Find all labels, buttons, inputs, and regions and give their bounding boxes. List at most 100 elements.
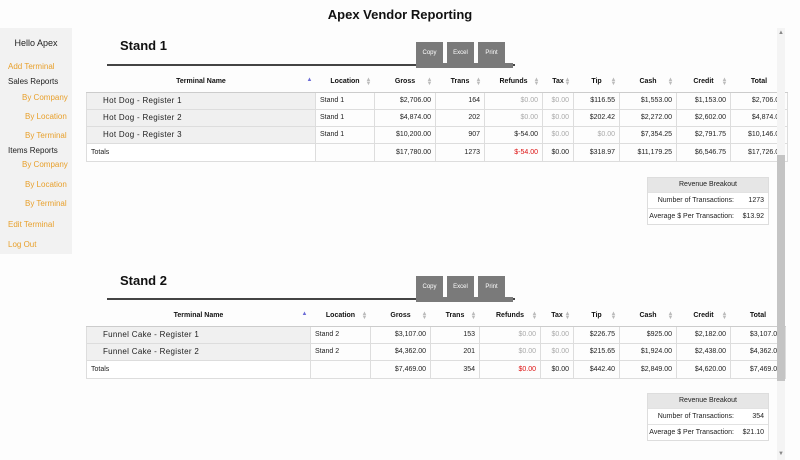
sort-icon[interactable]: ▲▼ xyxy=(531,311,538,321)
column-header-terminal-name[interactable]: Terminal Name ▲ xyxy=(86,306,311,327)
header-row: Terminal Name ▲ Location ▲ ▼ Gross ▲ ▼ Trans ▲… xyxy=(86,72,788,93)
greeting: Hello Apex xyxy=(14,38,58,48)
sidebar-item-sales-by-terminal[interactable]: By Terminal xyxy=(25,131,67,140)
report-table: Terminal Name ▲ Location ▲ ▼ Gross ▲ ▼ Trans ▲… xyxy=(86,306,786,379)
copy-button[interactable]: Copy xyxy=(416,42,443,64)
table-row[interactable]: Hot Dog - Register 2 Stand 1 $4,874.00 2… xyxy=(86,108,788,127)
sort-icon[interactable]: ▲▼ xyxy=(721,311,728,321)
sidebar-item-sales-by-location[interactable]: By Location xyxy=(25,112,67,121)
revenue-breakout: Revenue Breakout Number of Transactions:… xyxy=(647,177,769,225)
column-header-trans[interactable]: Trans ▲ ▼ xyxy=(435,72,485,93)
sort-ascending-icon[interactable]: ▲ xyxy=(306,77,313,83)
gross-cell: $4,362.00 xyxy=(370,342,431,361)
column-header-tip[interactable]: Tip ▲ ▼ xyxy=(573,306,620,327)
column-header-credit[interactable]: Credit ▲ ▼ xyxy=(676,72,731,93)
sort-icon[interactable]: ▲▼ xyxy=(564,311,571,321)
sort-ascending-icon[interactable]: ▲ xyxy=(301,311,308,317)
scrollbar-thumb[interactable] xyxy=(777,155,785,381)
sort-icon[interactable]: ▲▼ xyxy=(365,77,372,87)
sort-icon[interactable]: ▲▼ xyxy=(470,311,477,321)
sort-icon[interactable]: ▲▼ xyxy=(361,311,368,321)
sidebar-item-items-by-company[interactable]: By Company xyxy=(22,160,68,169)
sort-icon[interactable]: ▲▼ xyxy=(667,311,674,321)
trans-total: 1273 xyxy=(435,142,485,162)
trans-cell: 153 xyxy=(430,325,480,344)
location-cell xyxy=(310,359,371,379)
breakout-title: Revenue Breakout xyxy=(648,394,768,408)
terminal-name-cell: Funnel Cake - Register 2 xyxy=(86,342,311,361)
excel-button[interactable]: Excel xyxy=(447,276,474,298)
breakout-transactions-value: 1273 xyxy=(748,197,764,204)
breakout-average-label: Average $ Per Transaction: xyxy=(649,429,734,436)
column-header-cash[interactable]: Cash ▲ ▼ xyxy=(619,306,677,327)
cash-cell: $925.00 xyxy=(619,325,677,344)
location-cell: Stand 2 xyxy=(310,325,371,344)
tax-cell: $0.00 xyxy=(542,125,574,144)
credit-cell: $2,791.75 xyxy=(676,125,731,144)
column-header-tax[interactable]: Tax ▲ ▼ xyxy=(542,72,574,93)
sort-icon[interactable]: ▲▼ xyxy=(421,311,428,321)
trans-total: 354 xyxy=(430,359,480,379)
breakout-average-row: Average $ Per Transaction: $13.92 xyxy=(648,208,768,224)
table-row[interactable]: Funnel Cake - Register 2 Stand 2 $4,362.… xyxy=(86,342,786,361)
refunds-cell: $0.00 xyxy=(479,325,541,344)
gross-cell: $4,874.00 xyxy=(374,108,436,127)
credit-cell: $2,438.00 xyxy=(676,342,731,361)
copy-button[interactable]: Copy xyxy=(416,276,443,298)
table-row[interactable]: Funnel Cake - Register 1 Stand 2 $3,107.… xyxy=(86,325,786,344)
location-cell: Stand 1 xyxy=(315,91,375,110)
sidebar-item-items-by-location[interactable]: By Location xyxy=(25,180,67,189)
column-header-gross[interactable]: Gross ▲ ▼ xyxy=(370,306,431,327)
cash-cell: $1,924.00 xyxy=(619,342,677,361)
sidebar-item-sales-by-company[interactable]: By Company xyxy=(22,93,68,102)
sort-icon[interactable]: ▲▼ xyxy=(610,77,617,87)
sidebar-item-items-by-terminal[interactable]: By Terminal xyxy=(25,199,67,208)
refunds-cell: $0.00 xyxy=(484,91,543,110)
totals-label: Totals xyxy=(86,142,316,162)
button-bar xyxy=(416,63,513,68)
credit-cell: $2,602.00 xyxy=(676,108,731,127)
trans-cell: 907 xyxy=(435,125,485,144)
sort-icon[interactable]: ▲▼ xyxy=(564,77,571,87)
column-header-tax[interactable]: Tax ▲ ▼ xyxy=(540,306,574,327)
column-header-cash[interactable]: Cash ▲ ▼ xyxy=(619,72,677,93)
refunds-total: $0.00 xyxy=(479,359,541,379)
terminal-name-cell: Hot Dog - Register 1 xyxy=(86,91,316,110)
gross-cell: $3,107.00 xyxy=(370,325,431,344)
credit-cell: $2,182.00 xyxy=(676,325,731,344)
breakout-title: Revenue Breakout xyxy=(648,178,768,192)
table-row[interactable]: Hot Dog - Register 1 Stand 1 $2,706.00 1… xyxy=(86,91,788,110)
tip-cell: $215.65 xyxy=(573,342,620,361)
column-header-gross[interactable]: Gross ▲ ▼ xyxy=(374,72,436,93)
scroll-up-icon[interactable]: ▲ xyxy=(778,30,784,36)
sidebar-item-edit-terminal[interactable]: Edit Terminal xyxy=(8,220,55,229)
column-header-location[interactable]: Location ▲ ▼ xyxy=(310,306,371,327)
sort-icon[interactable]: ▲▼ xyxy=(475,77,482,87)
tax-cell: $0.00 xyxy=(540,325,574,344)
excel-button[interactable]: Excel xyxy=(447,42,474,64)
breakout-transactions-label: Number of Transactions: xyxy=(657,413,734,420)
column-header-credit[interactable]: Credit ▲ ▼ xyxy=(676,306,731,327)
revenue-breakout: Revenue Breakout Number of Transactions:… xyxy=(647,393,769,441)
sort-icon[interactable]: ▲▼ xyxy=(610,311,617,321)
sort-icon[interactable]: ▲▼ xyxy=(533,77,540,87)
sort-icon[interactable]: ▲▼ xyxy=(721,77,728,87)
column-header-refunds[interactable]: Refunds ▲ ▼ xyxy=(479,306,541,327)
breakout-average-label: Average $ Per Transaction: xyxy=(649,213,734,220)
scroll-down-icon[interactable]: ▼ xyxy=(778,451,784,457)
sort-icon[interactable]: ▲▼ xyxy=(426,77,433,87)
column-header-terminal-name[interactable]: Terminal Name ▲ xyxy=(86,72,316,93)
column-header-trans[interactable]: Trans ▲ ▼ xyxy=(430,306,480,327)
column-header-location[interactable]: Location ▲ ▼ xyxy=(315,72,375,93)
location-cell: Stand 1 xyxy=(315,108,375,127)
cash-cell: $7,354.25 xyxy=(619,125,677,144)
print-button[interactable]: Print xyxy=(478,276,505,298)
column-header-tip[interactable]: Tip ▲ ▼ xyxy=(573,72,620,93)
table-row[interactable]: Hot Dog - Register 3 Stand 1 $10,200.00 … xyxy=(86,125,788,144)
grand-total: $17,726.00 xyxy=(730,142,788,162)
sidebar-item-log-out[interactable]: Log Out xyxy=(8,240,37,249)
print-button[interactable]: Print xyxy=(478,42,505,64)
sort-icon[interactable]: ▲▼ xyxy=(667,77,674,87)
sidebar-item-add-terminal[interactable]: Add Terminal xyxy=(8,62,55,71)
column-header-refunds[interactable]: Refunds ▲ ▼ xyxy=(484,72,543,93)
